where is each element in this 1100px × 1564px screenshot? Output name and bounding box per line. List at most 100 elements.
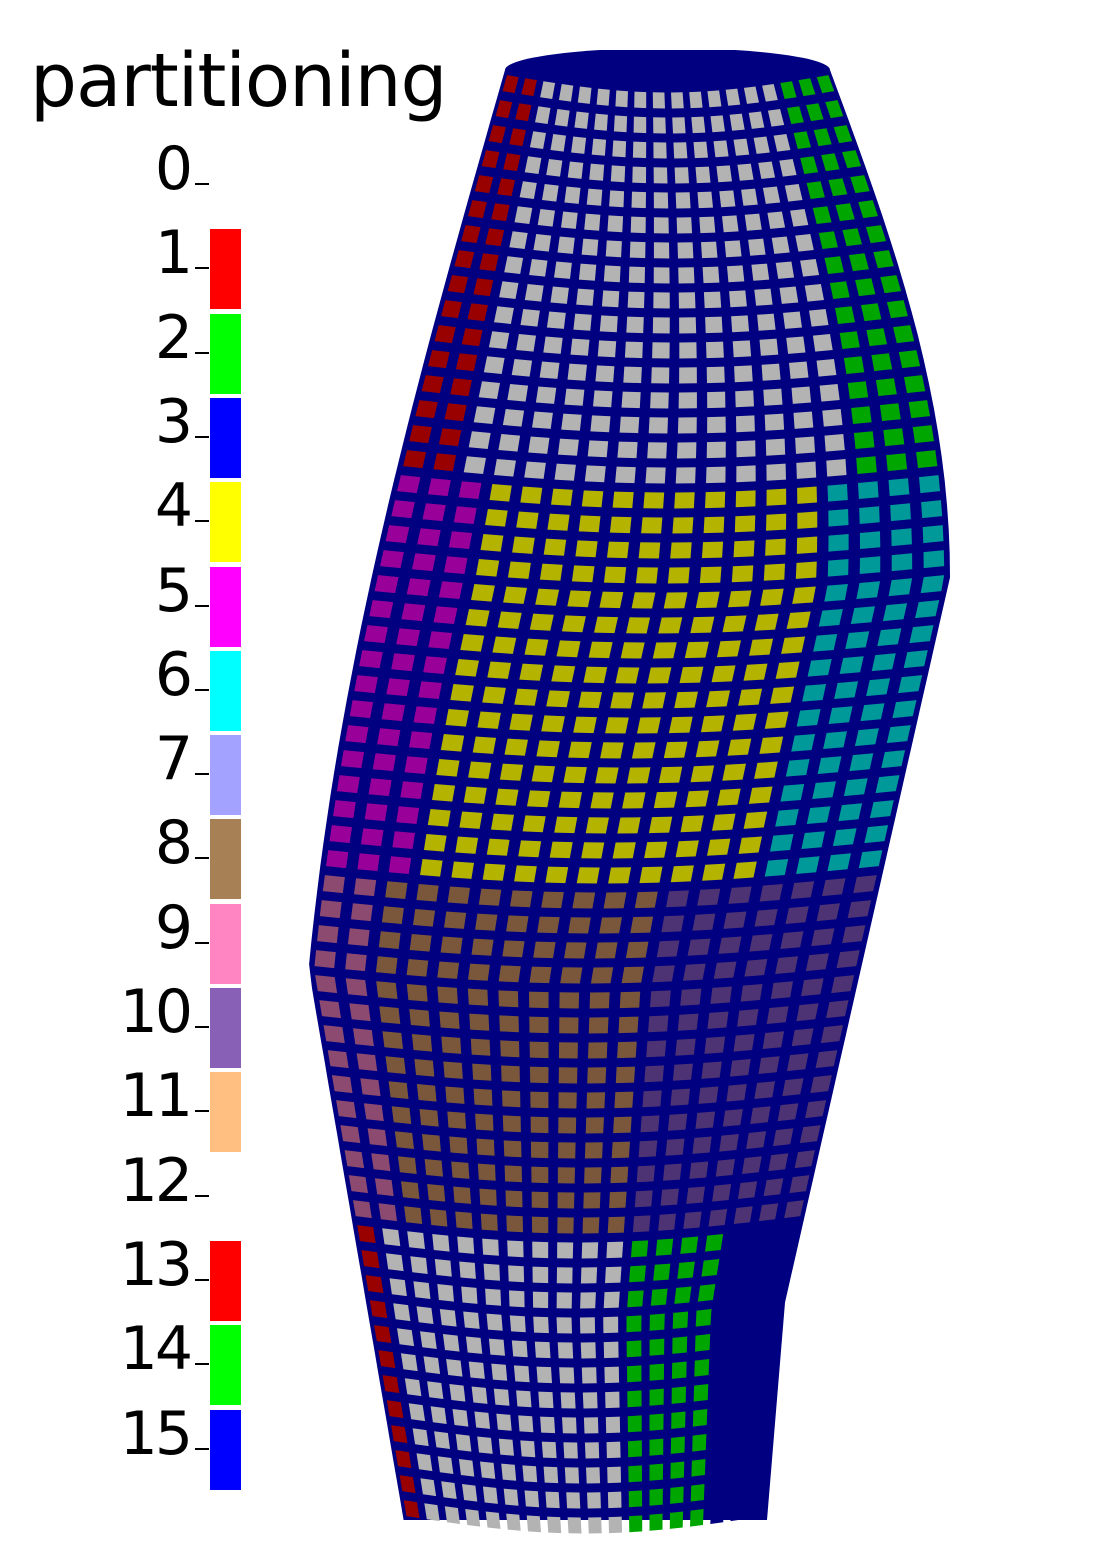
mesh-cell xyxy=(679,317,697,334)
legend-label: 14 xyxy=(119,1314,193,1385)
mesh-cell xyxy=(667,1113,688,1131)
mesh-cell xyxy=(729,290,747,308)
mesh-cell xyxy=(444,1506,460,1524)
mesh-cell xyxy=(488,125,506,144)
mesh-cell xyxy=(377,728,401,747)
mesh-cell xyxy=(567,363,587,381)
mesh-cell xyxy=(632,141,647,159)
mesh-cell xyxy=(802,684,827,702)
mesh-cell xyxy=(581,1367,597,1384)
mesh-cell xyxy=(695,591,720,609)
mesh-cell xyxy=(499,763,524,781)
mesh-cell xyxy=(515,103,532,122)
mesh-cell xyxy=(737,1181,758,1199)
mesh-cell xyxy=(571,565,595,583)
mesh-cell xyxy=(539,563,563,581)
mesh-cell xyxy=(692,1136,712,1154)
mesh-cell xyxy=(617,817,641,834)
mesh-cell xyxy=(509,1290,525,1308)
mesh-cell xyxy=(683,963,706,981)
mesh-cell xyxy=(612,491,634,509)
mesh-cell xyxy=(822,409,843,427)
mesh-cell xyxy=(724,240,742,258)
mesh-cell xyxy=(584,1142,603,1159)
mesh-cell xyxy=(533,1316,549,1334)
mesh-cell xyxy=(374,575,399,594)
mesh-cell xyxy=(458,481,482,499)
mesh-cell xyxy=(559,1367,575,1384)
legend-swatch xyxy=(210,566,241,647)
mesh-cell xyxy=(888,478,910,497)
mesh-cell xyxy=(864,825,889,844)
mesh-cell xyxy=(855,278,876,297)
mesh-cell xyxy=(594,113,608,131)
mesh-cell xyxy=(505,1190,523,1208)
mesh-cell xyxy=(497,178,515,197)
mesh-cell xyxy=(530,1091,549,1109)
mesh-cell xyxy=(748,786,773,804)
mesh-cell xyxy=(650,1288,668,1306)
mesh-cell xyxy=(615,466,636,484)
mesh-cell xyxy=(580,1292,596,1309)
mesh-cell xyxy=(533,234,552,252)
mesh-cell xyxy=(593,390,613,408)
mesh-cell xyxy=(527,790,551,808)
mesh-cell xyxy=(625,941,649,959)
mesh-cell xyxy=(879,403,901,422)
mesh-cell xyxy=(507,384,529,402)
mesh-cell xyxy=(543,336,563,354)
mesh-cell xyxy=(558,1142,576,1159)
mesh-cell xyxy=(676,442,697,459)
mesh-cell xyxy=(481,150,500,169)
mesh-cell xyxy=(661,915,685,933)
mesh-cell xyxy=(613,115,628,133)
mesh-cell xyxy=(672,117,686,134)
mesh-cell xyxy=(495,100,513,119)
mesh-cell xyxy=(687,938,711,956)
mesh-cell xyxy=(877,628,902,647)
mesh-cell xyxy=(740,984,763,1002)
legend-swatch xyxy=(210,988,241,1068)
mesh-cell xyxy=(564,186,581,204)
mesh-cell xyxy=(479,1188,497,1206)
mesh-cell xyxy=(820,1025,843,1044)
mesh-cell xyxy=(536,1366,552,1384)
mesh-cell xyxy=(586,1092,606,1109)
mesh-cell xyxy=(656,940,680,958)
mesh-cell xyxy=(793,411,814,429)
mesh-cell xyxy=(410,1256,428,1274)
mesh-cell xyxy=(754,613,779,631)
mesh-cell xyxy=(350,903,373,922)
mesh-cell xyxy=(712,813,736,831)
mesh-cell xyxy=(502,75,519,94)
mesh-cell xyxy=(690,1509,704,1527)
mesh-cell xyxy=(394,1131,414,1149)
legend-label: 15 xyxy=(119,1398,193,1469)
mesh-cell xyxy=(835,203,855,222)
mesh-cell xyxy=(444,403,467,422)
mesh-cell xyxy=(382,1228,401,1247)
mesh-cell xyxy=(670,1461,685,1479)
mesh-cell xyxy=(853,431,875,449)
mesh-cell xyxy=(532,1241,549,1259)
mesh-cell xyxy=(725,1256,744,1274)
mesh-cell xyxy=(536,740,560,758)
mesh-cell xyxy=(706,690,731,708)
mesh-cell xyxy=(732,340,752,358)
mesh-cell xyxy=(795,234,814,252)
mesh-cell xyxy=(679,666,704,684)
mesh-cell xyxy=(766,1006,789,1024)
mesh-cell xyxy=(825,100,844,119)
mesh-cell xyxy=(480,534,504,552)
mesh-cell xyxy=(427,478,451,497)
mesh-cell xyxy=(480,1461,496,1479)
mesh-cell xyxy=(507,561,531,579)
mesh-cell xyxy=(424,1159,443,1177)
mesh-cell xyxy=(400,1353,418,1372)
mesh-cell xyxy=(711,1481,726,1499)
mesh-cell xyxy=(773,1128,794,1147)
mesh-cell xyxy=(705,316,723,334)
mesh-cell xyxy=(473,406,496,424)
mesh-cell xyxy=(530,1141,549,1159)
mesh-cell xyxy=(886,725,911,744)
